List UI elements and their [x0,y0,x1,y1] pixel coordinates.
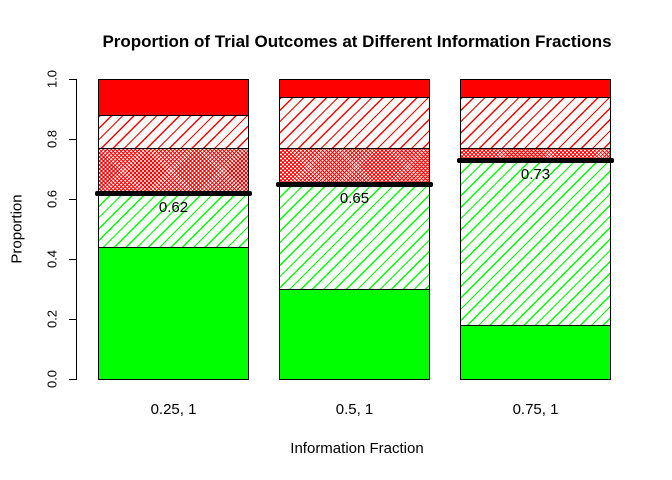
x-axis-title: Information Fraction [290,440,424,457]
bar-segment-green-solid [98,247,249,380]
reference-line [95,190,252,196]
bar-segment-red-hatched [460,97,611,149]
bar-segment-green-hatched [98,193,249,248]
bar-segment-red-hatched [98,115,249,149]
x-category-label: 0.25, 1 [150,401,197,418]
reference-line [457,157,614,163]
bar-segment-red-dense-hatched [279,148,430,185]
y-tick-label: 1.0 [44,69,60,89]
y-tick-label: 0.8 [44,129,60,149]
bar-segment-red-dense-hatched [98,148,249,194]
y-axis-tick [69,378,76,380]
y-axis-tick [69,138,76,140]
bar-segment-red-solid [279,79,430,98]
bar-segment-green-hatched [460,160,611,326]
y-axis-tick [69,78,76,80]
y-tick-label: 0.6 [44,189,60,209]
reference-line-label: 0.73 [520,166,551,183]
y-axis-title: Proportion [8,194,26,264]
bar-segment-green-solid [279,289,430,380]
reference-line-label: 0.65 [339,190,370,207]
bar-segment-green-solid [460,325,611,380]
chart-title: Proportion of Trial Outcomes at Differen… [102,32,612,51]
y-axis-tick [69,198,76,200]
bar-segment-red-solid [460,79,611,98]
bar-segment-red-hatched [279,97,430,149]
y-tick-label: 0.0 [44,369,60,389]
y-axis-line [76,79,77,380]
bar-segment-red-solid [98,79,249,116]
reference-line-label: 0.62 [158,199,189,216]
y-tick-label: 0.4 [44,249,60,269]
x-category-label: 0.75, 1 [512,401,559,418]
y-tick-label: 0.2 [44,309,60,329]
y-axis-tick [69,318,76,320]
reference-line [276,181,433,187]
y-axis-tick [69,258,76,260]
x-category-label: 0.5, 1 [335,401,374,418]
